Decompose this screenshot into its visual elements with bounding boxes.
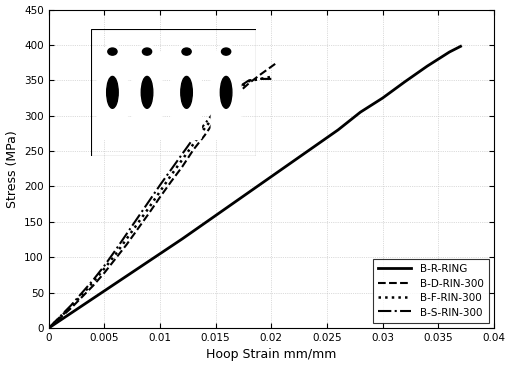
B-S-RIN-300: [146, 199, 152, 204]
B-D-RIN-300: [257, 72, 263, 77]
B-S-RIN-300: [124, 232, 130, 236]
B-D-RIN-300: [124, 242, 130, 247]
B-F-RIN-300: [201, 126, 207, 131]
B-F-RIN-300: [146, 206, 152, 210]
B-R-RING: [201, 221, 207, 225]
B-D-RIN-300: [79, 295, 85, 299]
B-S-RIN-300: [246, 78, 252, 83]
B-S-RIN-300: [135, 215, 141, 220]
B-S-RIN-300: [68, 303, 74, 308]
B-D-RIN-300: [146, 211, 152, 215]
B-F-RIN-300: [213, 112, 219, 116]
B-F-RIN-300: [168, 173, 174, 177]
B-S-RIN-300: [112, 248, 119, 252]
B-R-RING: [335, 128, 341, 132]
B-S-RIN-300: [45, 326, 52, 330]
B-S-RIN-300: [79, 290, 85, 295]
B-R-RING: [179, 237, 185, 241]
B-D-RIN-300: [135, 227, 141, 231]
B-R-RING: [246, 190, 252, 195]
Legend: B-R-RING, B-D-RIN-300, B-F-RIN-300, B-S-RIN-300: B-R-RING, B-D-RIN-300, B-F-RIN-300, B-S-…: [373, 259, 489, 323]
B-F-RIN-300: [191, 142, 197, 146]
B-R-RING: [112, 281, 119, 286]
B-D-RIN-300: [45, 326, 52, 330]
Line: B-F-RIN-300: B-F-RIN-300: [49, 77, 271, 328]
B-S-RIN-300: [268, 77, 274, 81]
Line: B-S-RIN-300: B-S-RIN-300: [49, 79, 271, 328]
B-R-RING: [357, 110, 363, 115]
B-D-RIN-300: [213, 117, 219, 121]
B-R-RING: [268, 174, 274, 179]
B-D-RIN-300: [168, 179, 174, 184]
B-D-RIN-300: [246, 81, 252, 86]
B-S-RIN-300: [257, 77, 263, 81]
Line: B-R-RING: B-R-RING: [49, 46, 460, 328]
B-S-RIN-300: [57, 315, 63, 319]
B-S-RIN-300: [201, 122, 207, 126]
B-F-RIN-300: [112, 252, 119, 257]
B-R-RING: [380, 96, 386, 100]
B-S-RIN-300: [179, 152, 185, 156]
B-F-RIN-300: [57, 315, 63, 320]
X-axis label: Hoop Strain mm/mm: Hoop Strain mm/mm: [206, 348, 337, 361]
B-F-RIN-300: [235, 87, 241, 92]
B-R-RING: [68, 311, 74, 315]
B-F-RIN-300: [257, 77, 263, 81]
B-R-RING: [446, 50, 452, 54]
B-S-RIN-300: [224, 95, 230, 99]
B-F-RIN-300: [157, 189, 163, 194]
B-R-RING: [313, 143, 319, 148]
B-D-RIN-300: [57, 316, 63, 320]
Y-axis label: Stress (MPa): Stress (MPa): [6, 130, 18, 208]
B-F-RIN-300: [246, 79, 252, 83]
B-S-RIN-300: [101, 264, 107, 268]
B-S-RIN-300: [90, 278, 96, 282]
Line: B-D-RIN-300: B-D-RIN-300: [49, 63, 277, 328]
B-S-RIN-300: [157, 183, 163, 187]
B-R-RING: [157, 251, 163, 256]
B-F-RIN-300: [135, 221, 141, 225]
B-D-RIN-300: [101, 270, 107, 275]
B-F-RIN-300: [79, 292, 85, 297]
B-R-RING: [135, 266, 141, 271]
B-R-RING: [291, 159, 297, 163]
B-F-RIN-300: [179, 157, 185, 162]
B-D-RIN-300: [68, 306, 74, 310]
B-D-RIN-300: [90, 283, 96, 288]
B-S-RIN-300: [213, 108, 219, 112]
B-R-RING: [424, 64, 430, 68]
B-D-RIN-300: [235, 91, 241, 95]
B-R-RING: [224, 206, 230, 210]
B-F-RIN-300: [124, 237, 130, 241]
B-S-RIN-300: [235, 85, 241, 90]
B-F-RIN-300: [45, 326, 52, 330]
B-R-RING: [45, 326, 52, 330]
B-R-RING: [90, 296, 96, 301]
B-D-RIN-300: [157, 195, 163, 199]
B-D-RIN-300: [274, 61, 280, 65]
B-S-RIN-300: [191, 136, 197, 141]
B-F-RIN-300: [90, 280, 96, 284]
B-R-RING: [457, 44, 463, 48]
B-D-RIN-300: [201, 133, 207, 138]
B-F-RIN-300: [268, 75, 274, 79]
B-D-RIN-300: [112, 257, 119, 261]
B-F-RIN-300: [68, 305, 74, 309]
B-F-RIN-300: [224, 99, 230, 104]
B-D-RIN-300: [191, 148, 197, 152]
B-D-RIN-300: [224, 103, 230, 107]
B-D-RIN-300: [179, 164, 185, 169]
B-R-RING: [402, 80, 408, 84]
B-S-RIN-300: [168, 167, 174, 172]
B-F-RIN-300: [101, 266, 107, 271]
